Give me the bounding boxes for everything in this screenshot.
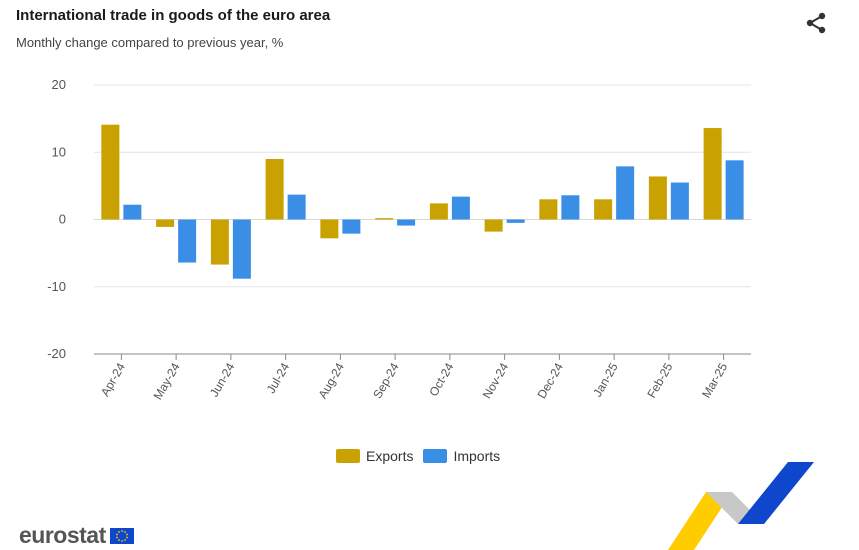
x-tick-label: Sep-24 xyxy=(370,360,402,401)
bar-exports-mar-25[interactable] xyxy=(703,128,722,220)
x-tick-label: Jul-24 xyxy=(264,360,293,396)
bar-imports-feb-25[interactable] xyxy=(670,182,689,220)
eurostat-logo: eurostat xyxy=(19,522,134,549)
x-tick-label: Oct-24 xyxy=(426,360,456,398)
legend-item-imports[interactable]: Imports xyxy=(423,448,500,464)
bar-exports-nov-24[interactable] xyxy=(484,219,503,232)
brand-name: eurostat xyxy=(19,522,106,548)
bar-exports-may-24[interactable] xyxy=(156,219,175,227)
bar-imports-sep-24[interactable] xyxy=(397,219,416,226)
bar-imports-mar-25[interactable] xyxy=(725,160,744,220)
y-tick-label: -10 xyxy=(47,279,66,294)
bar-chart: 20 10 0 -10 -20 Apr-24 May-24 Jun-24 Jul-24 Aug-… xyxy=(47,77,751,402)
x-tick-label: Apr-24 xyxy=(98,360,128,398)
x-tick-label: Jan-25 xyxy=(590,360,621,399)
y-axis-ticks: 20 10 0 -10 -20 xyxy=(47,77,66,361)
chart-subtitle: Monthly change compared to previous year… xyxy=(16,35,284,50)
legend: Exports Imports xyxy=(336,448,500,464)
y-tick-label: 0 xyxy=(59,212,66,227)
eurostat-decoration xyxy=(668,462,814,550)
exports-swatch xyxy=(336,449,360,463)
y-tick-label: 10 xyxy=(52,144,66,159)
bar-exports-jun-24[interactable] xyxy=(210,219,229,265)
bar-exports-aug-24[interactable] xyxy=(320,219,339,239)
legend-label-exports: Exports xyxy=(366,448,414,464)
bar-imports-nov-24[interactable] xyxy=(506,219,525,223)
x-tick-label: Mar-25 xyxy=(699,360,730,400)
bar-imports-may-24[interactable] xyxy=(178,219,197,263)
bar-exports-jul-24[interactable] xyxy=(265,158,284,220)
x-tick-label: Feb-25 xyxy=(644,360,675,400)
x-tick-label: Jun-24 xyxy=(207,360,238,399)
bar-imports-aug-24[interactable] xyxy=(342,219,361,234)
imports-swatch xyxy=(423,449,448,463)
bar-exports-jan-25[interactable] xyxy=(594,199,613,220)
bar-imports-oct-24[interactable] xyxy=(451,196,470,220)
eu-flag-icon xyxy=(109,527,134,544)
bar-imports-apr-24[interactable] xyxy=(123,204,142,220)
bar-exports-feb-25[interactable] xyxy=(648,176,667,220)
bar-exports-apr-24[interactable] xyxy=(101,124,120,220)
bar-imports-jan-25[interactable] xyxy=(616,166,635,220)
bars xyxy=(101,124,744,279)
x-tick-label: Dec-24 xyxy=(535,360,567,401)
share-icon[interactable] xyxy=(804,11,828,35)
y-tick-label: 20 xyxy=(52,77,66,92)
legend-label-imports: Imports xyxy=(453,448,501,464)
bar-exports-dec-24[interactable] xyxy=(539,199,558,220)
x-tick-label: Nov-24 xyxy=(480,360,512,401)
y-tick-label: -20 xyxy=(47,346,66,361)
bar-imports-jun-24[interactable] xyxy=(232,219,251,279)
bar-exports-oct-24[interactable] xyxy=(429,203,448,220)
bar-imports-dec-24[interactable] xyxy=(561,195,580,220)
x-tick-label: May-24 xyxy=(151,360,183,402)
x-tick-label: Aug-24 xyxy=(315,360,347,401)
legend-item-exports[interactable]: Exports xyxy=(336,448,413,464)
x-axis-ticks: Apr-24 May-24 Jun-24 Jul-24 Aug-24 Sep-24 Oct-… xyxy=(98,354,730,402)
chart-title: International trade in goods of the euro… xyxy=(16,7,331,24)
bar-exports-sep-24[interactable] xyxy=(375,218,394,220)
bar-imports-jul-24[interactable] xyxy=(287,194,306,220)
gridlines xyxy=(94,84,751,355)
